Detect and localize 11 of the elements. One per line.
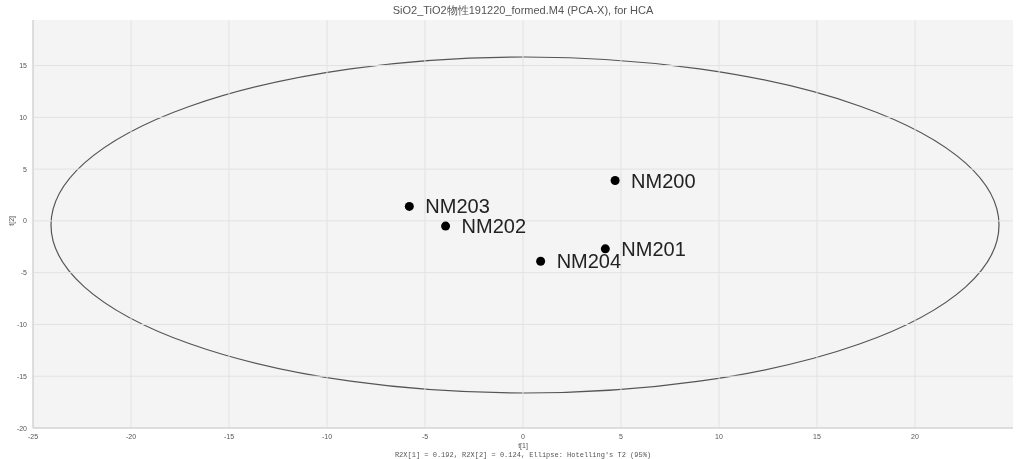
series-label: NM200 (631, 169, 696, 192)
series-label: NM201 (621, 237, 686, 260)
series-label: NM203 (425, 195, 490, 218)
point (536, 256, 546, 266)
point (610, 176, 620, 186)
chart-title: SiO2_TiO2物性191220_formed.M4 (PCA-X), for HCA (392, 4, 654, 16)
point (404, 201, 414, 211)
point (600, 244, 610, 254)
point (441, 221, 451, 231)
series-label: NM204 (556, 250, 622, 273)
series-label: NM202 (461, 215, 527, 238)
